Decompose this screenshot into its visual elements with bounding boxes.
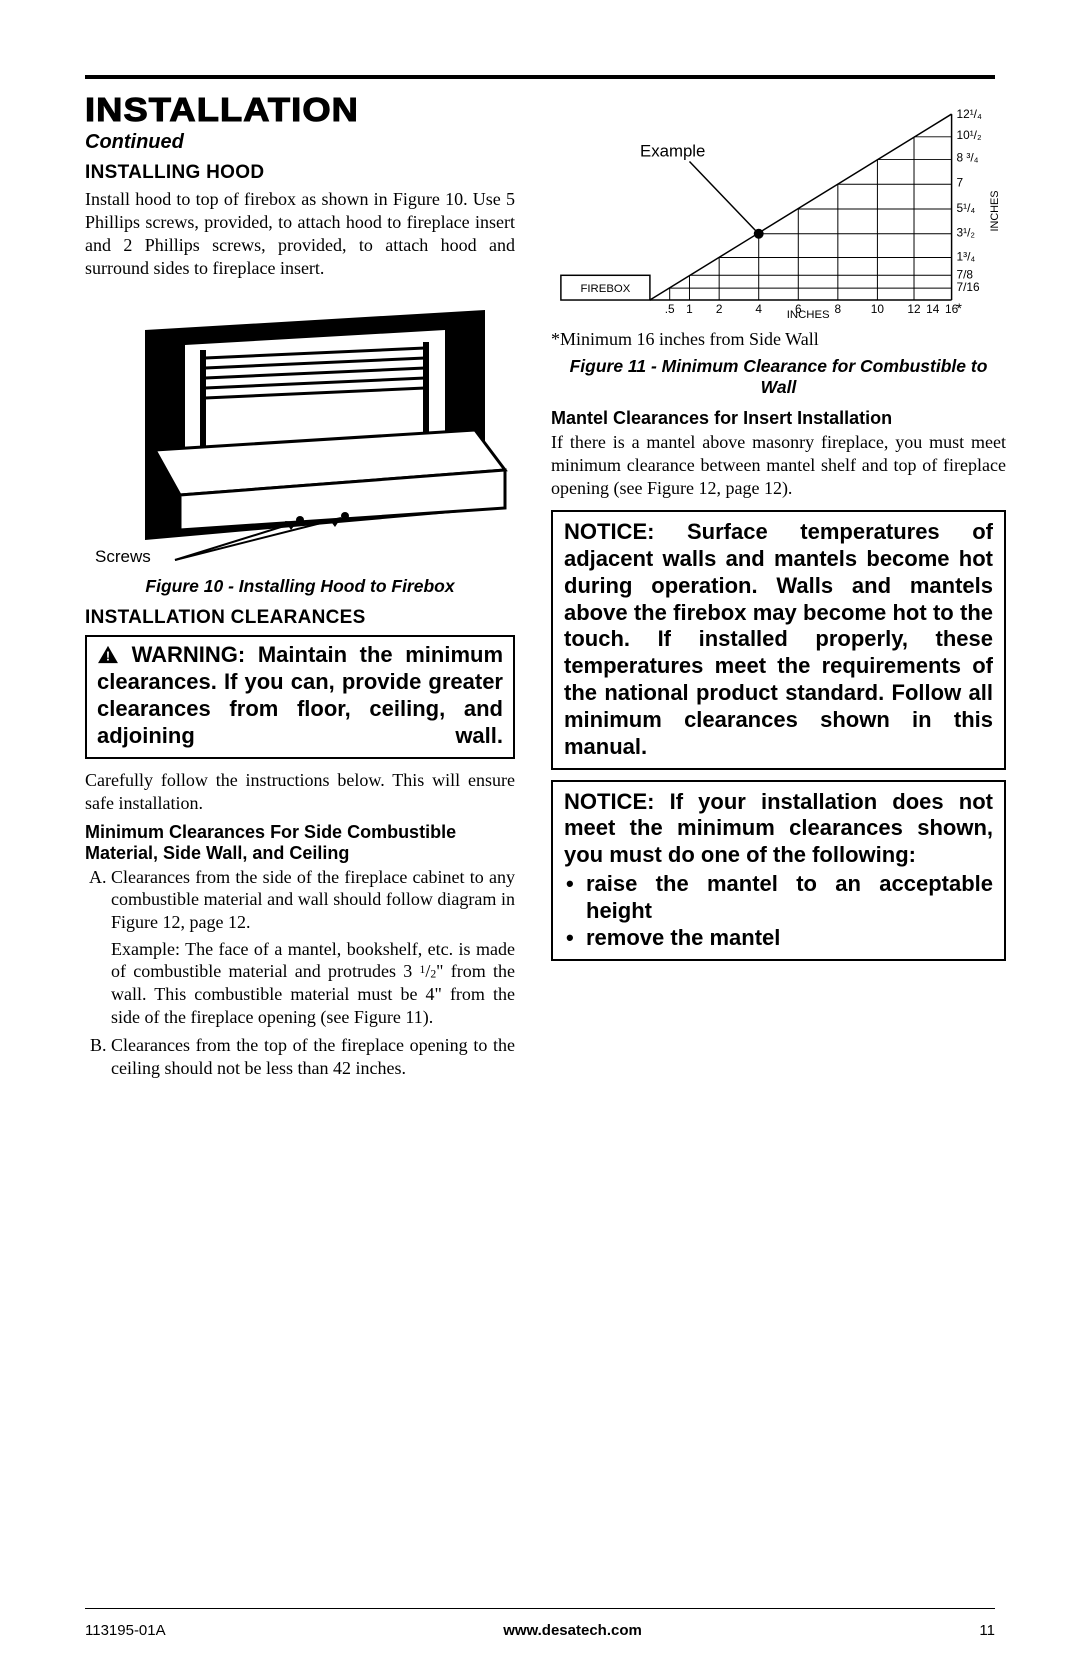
footer-left: 113195-01A [85, 1622, 166, 1639]
footer-center: www.desatech.com [503, 1622, 642, 1639]
warning-box: ! WARNING: Maintain the minimum clearanc… [85, 635, 515, 759]
svg-text:*: * [957, 300, 963, 316]
svg-text:INCHES: INCHES [787, 309, 830, 321]
figure-11-caption: Figure 11 - Minimum Clearance for Combus… [551, 356, 1006, 398]
continued-label: Continued [85, 131, 515, 154]
svg-text:7/16: 7/16 [957, 280, 980, 294]
svg-text:5¹/₄: 5¹/₄ [957, 201, 976, 215]
svg-text:!: ! [106, 650, 110, 664]
svg-text:14: 14 [926, 302, 940, 316]
svg-text:.5: .5 [665, 302, 675, 316]
notice-2-list: raise the mantel to an acceptable height… [564, 871, 993, 951]
two-column-layout: INSTALLATION Continued INSTALLING HOOD I… [85, 91, 995, 1086]
installing-hood-heading: INSTALLING HOOD [85, 162, 515, 184]
page: INSTALLATION Continued INSTALLING HOOD I… [0, 0, 1080, 1669]
left-column: INSTALLATION Continued INSTALLING HOOD I… [85, 91, 515, 1086]
figure-11-svg: FIREBOX [551, 101, 1006, 321]
bottom-rule [85, 1608, 995, 1610]
clearance-list: Clearances from the side of the fireplac… [85, 866, 515, 1080]
notice-2-item-2: remove the mantel [564, 925, 993, 952]
notice-2-intro: NOTICE: If your installation does not me… [564, 789, 993, 869]
careful-body: Carefully follow the instructions below.… [85, 769, 515, 815]
svg-text:10¹/₂: 10¹/₂ [957, 128, 982, 142]
svg-text:8 ³/₄: 8 ³/₄ [957, 151, 979, 165]
svg-text:12: 12 [907, 302, 920, 316]
notice-1: NOTICE: Surface temperatures of adjacent… [551, 510, 1006, 769]
mantel-heading: Mantel Clearances for Insert Installatio… [551, 408, 1006, 429]
footer: 113195-01A www.desatech.com 11 [85, 1622, 995, 1639]
svg-text:12¹/₄: 12¹/₄ [957, 107, 982, 121]
svg-text:3¹/₂: 3¹/₂ [957, 226, 976, 240]
top-rule [85, 75, 995, 79]
figure-10: Screws [85, 290, 515, 570]
svg-text:1³/₄: 1³/₄ [957, 249, 976, 263]
svg-text:2: 2 [716, 302, 723, 316]
right-column: FIREBOX [551, 91, 1006, 1086]
page-title: INSTALLATION [85, 91, 558, 129]
figure-11: FIREBOX [551, 101, 1006, 321]
installation-clearances-heading: INSTALLATION CLEARANCES [85, 607, 515, 629]
installing-hood-body: Install hood to top of firebox as shown … [85, 188, 515, 280]
footer-right: 11 [979, 1622, 995, 1639]
warning-icon: ! [97, 645, 119, 664]
notice-2: NOTICE: If your installation does not me… [551, 780, 1006, 961]
list-item-a: Clearances from the side of the fireplac… [111, 866, 515, 1029]
screws-label: Screws [95, 547, 151, 566]
svg-text:8: 8 [835, 302, 842, 316]
svg-text:4: 4 [755, 302, 762, 316]
warning-text: ! WARNING: Maintain the minimum clearanc… [97, 642, 503, 749]
svg-text:1: 1 [686, 302, 693, 316]
min-clear-heading: Minimum Clearances For Side Combustible … [85, 822, 515, 864]
figure-11-footnote: *Minimum 16 inches from Side Wall [551, 329, 1006, 350]
svg-text:10: 10 [871, 302, 885, 316]
list-item-a-example: Example: The face of a mantel, bookshelf… [111, 939, 515, 1027]
warning-body: WARNING: Maintain the minimum clearances… [97, 642, 503, 747]
notice-1-text: NOTICE: Surface temperatures of adjacent… [564, 519, 993, 760]
svg-text:Example: Example [640, 142, 705, 161]
svg-text:7: 7 [957, 175, 964, 189]
figure-10-caption: Figure 10 - Installing Hood to Firebox [85, 576, 515, 597]
notice-2-item-1: raise the mantel to an acceptable height [564, 871, 993, 925]
figure-10-svg: Screws [85, 290, 515, 570]
svg-text:INCHES: INCHES [989, 190, 1001, 231]
mantel-body: If there is a mantel above masonry firep… [551, 431, 1006, 500]
list-item-b: Clearances from the top of the fireplace… [111, 1034, 515, 1079]
svg-text:FIREBOX: FIREBOX [580, 283, 630, 295]
